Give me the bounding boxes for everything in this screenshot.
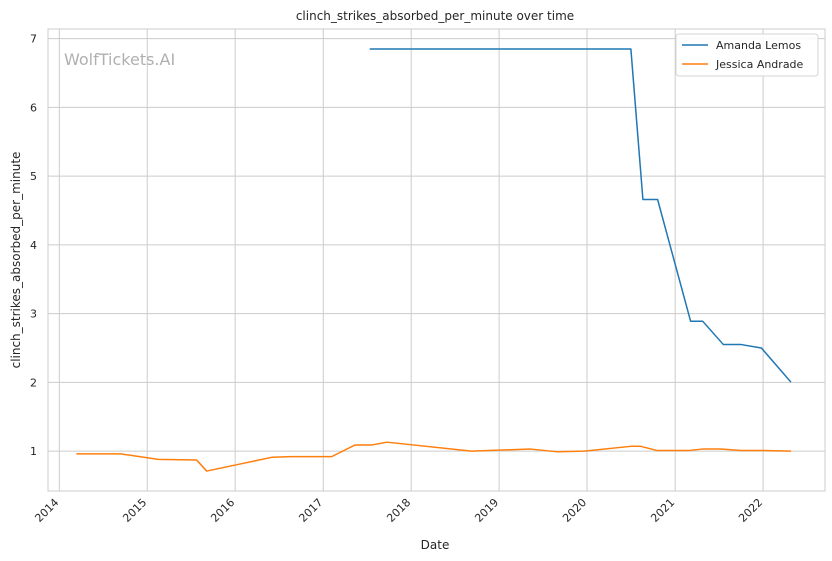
y-tick-label: 1 [30,445,37,458]
legend-box [675,33,819,77]
y-tick-label: 7 [30,33,37,46]
series-layer [76,48,792,472]
y-tick-label: 4 [30,239,37,252]
plot-area [47,28,826,492]
y-tick-label: 3 [30,308,37,321]
legend-label: Jessica Andrade [715,58,804,71]
legend-label: Amanda Lemos [716,39,801,52]
watermark: WolfTickets.AI [64,50,175,69]
chart-title: clinch_strikes_absorbed_per_minute over … [296,9,574,23]
legend: Amanda Lemos Jessica Andrade [675,33,819,77]
grid [48,29,825,491]
y-axis-label: clinch_strikes_absorbed_per_minute [9,152,23,369]
x-axis-label: Date [421,538,450,552]
y-axis: 1 2 3 4 5 6 7 [30,33,37,459]
y-tick-label: 6 [30,101,37,114]
series-line-1 [76,441,792,472]
series-line-0 [369,48,792,383]
y-tick-label: 5 [30,170,37,183]
y-tick-label: 2 [30,376,37,389]
